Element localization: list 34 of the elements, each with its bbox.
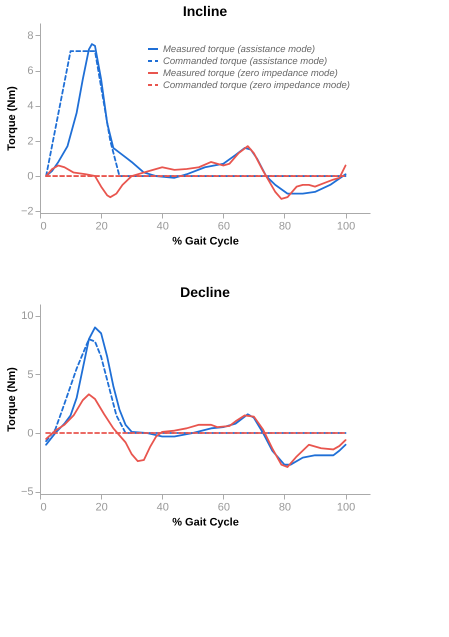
line-series xyxy=(45,326,346,466)
x-axis-title: % Gait Cycle xyxy=(172,236,239,248)
x-tick-label: 20 xyxy=(95,502,108,514)
y-tick-label: 8 xyxy=(27,30,34,42)
legend-label: Commanded torque (zero impedance mode) xyxy=(163,80,350,91)
x-tick-label: 40 xyxy=(156,220,169,232)
x-tick-label: 80 xyxy=(278,220,292,232)
x-tick-label: 60 xyxy=(218,220,230,232)
y-tick-label: 2 xyxy=(27,135,34,148)
x-tick-label: 0 xyxy=(40,502,47,514)
x-tick-label: 80 xyxy=(278,502,292,514)
y-tick-label: −5 xyxy=(20,486,34,498)
legend-label: Measured torque (assistance mode) xyxy=(163,44,316,55)
y-tick-label: 0 xyxy=(27,428,34,440)
y-tick-label: 0 xyxy=(27,170,34,183)
chart-title: Decline xyxy=(180,284,230,300)
y-tick-label: 10 xyxy=(21,310,34,322)
x-tick-label: 100 xyxy=(336,502,356,514)
chart-title: Incline xyxy=(182,3,228,19)
x-tick-label: 40 xyxy=(156,502,169,514)
y-tick-label: 6 xyxy=(27,65,34,77)
y-axis-title: Torque (Nm) xyxy=(6,366,18,432)
line-series xyxy=(45,393,346,468)
y-axis-title: Torque (Nm) xyxy=(6,86,18,151)
y-tick-label: 4 xyxy=(27,100,34,112)
x-axis-title: % Gait Cycle xyxy=(172,516,239,528)
x-tick-label: 20 xyxy=(95,220,108,232)
x-tick-label: 60 xyxy=(218,502,230,514)
x-tick-label: 100 xyxy=(336,220,356,232)
y-tick-label: 5 xyxy=(27,368,34,381)
x-tick-label: 0 xyxy=(40,220,47,232)
legend-label: Commanded torque (assistance mode) xyxy=(163,56,328,67)
y-tick-label: −2 xyxy=(20,206,34,218)
legend-label: Measured torque (zero impedance mode) xyxy=(163,68,338,79)
